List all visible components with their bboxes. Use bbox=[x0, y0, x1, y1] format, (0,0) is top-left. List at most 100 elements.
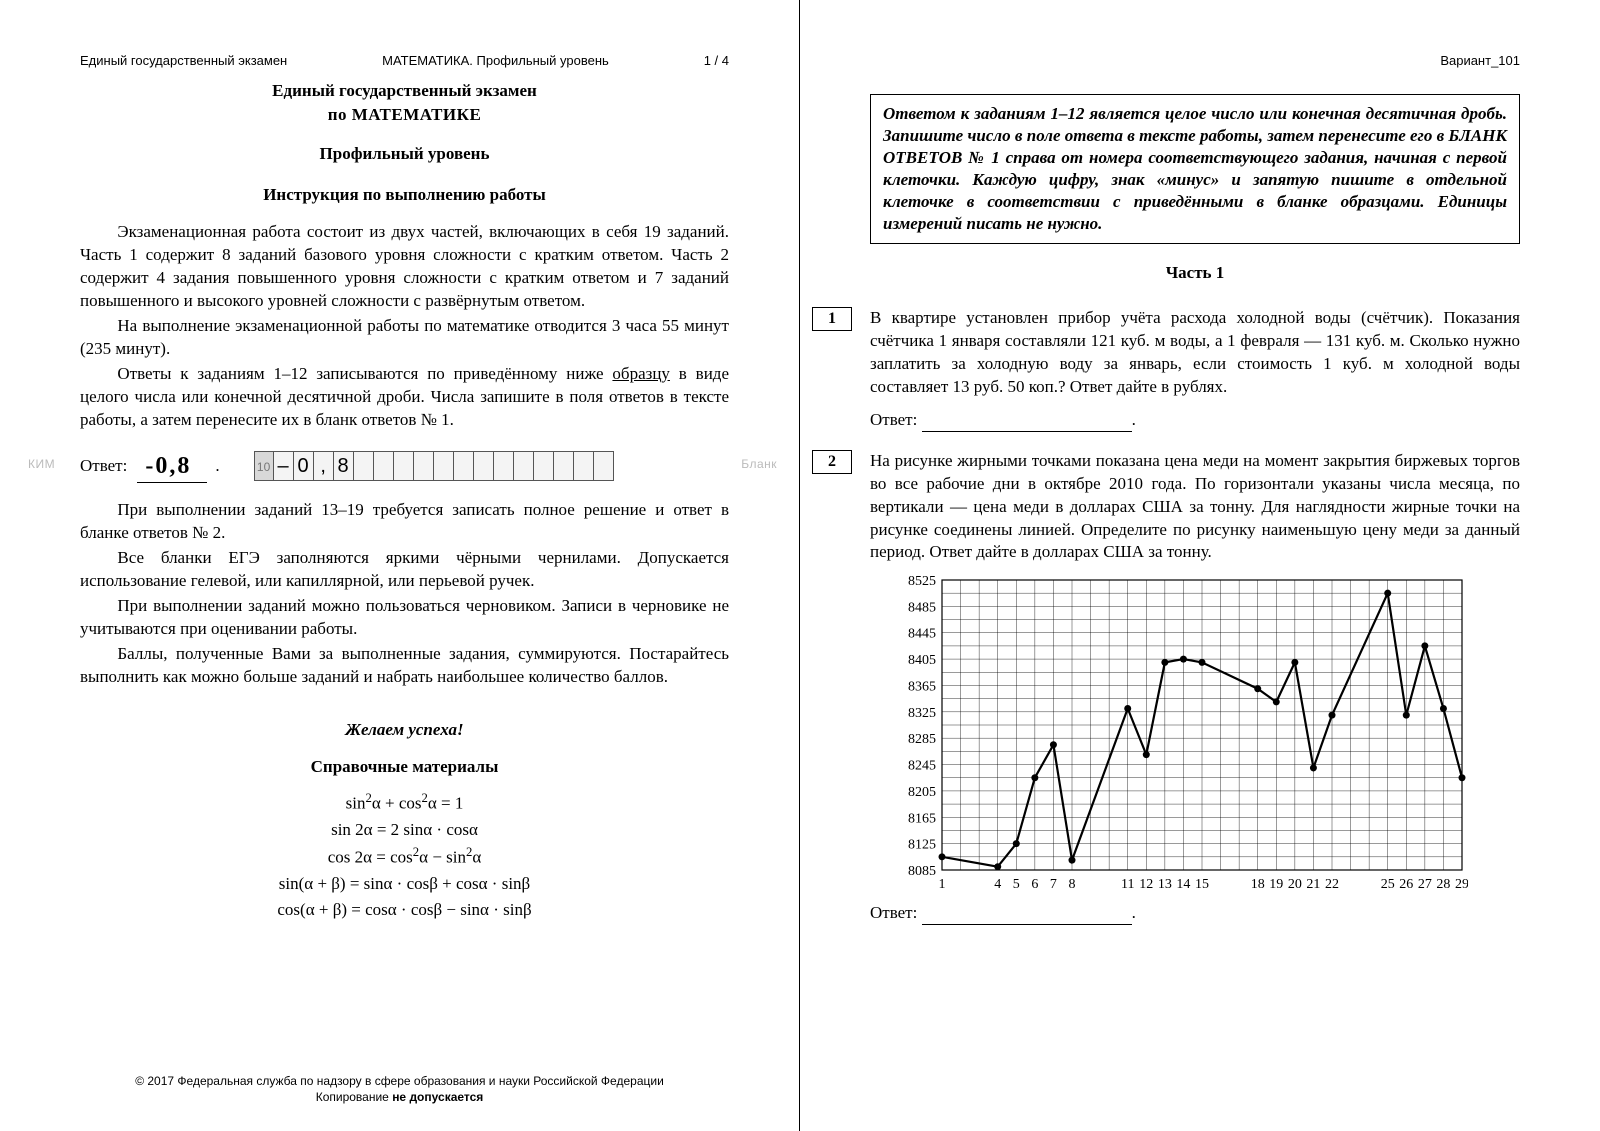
paragraph-3: Ответы к заданиям 1–12 записываются по п… bbox=[80, 363, 729, 432]
svg-text:8: 8 bbox=[1069, 877, 1076, 892]
task-1-text: В квартире установлен прибор учёта расхо… bbox=[870, 307, 1520, 399]
svg-text:21: 21 bbox=[1306, 877, 1320, 892]
cell bbox=[514, 451, 534, 481]
paragraph-6: При выполнении заданий можно пользоватьс… bbox=[80, 595, 729, 641]
svg-text:8325: 8325 bbox=[908, 706, 936, 721]
task-2-answer-line: Ответ: . bbox=[870, 902, 1520, 925]
task-2-text: На рисунке жирными точками показана цена… bbox=[870, 450, 1520, 565]
svg-text:5: 5 bbox=[1013, 877, 1020, 892]
formulas-block: sin2α + cos2α = 1 sin 2α = 2 sinα · cosα… bbox=[80, 789, 729, 924]
svg-text:13: 13 bbox=[1158, 877, 1172, 892]
answer-blank[interactable] bbox=[922, 431, 1132, 432]
answer-label: Ответ: bbox=[870, 410, 917, 429]
page-left: Единый государственный экзамен МАТЕМАТИК… bbox=[0, 0, 800, 1131]
variant-header: Вариант_101 bbox=[870, 52, 1520, 70]
task-number-box: 2 bbox=[812, 450, 852, 474]
svg-text:8445: 8445 bbox=[908, 627, 936, 642]
copper-price-chart: 8085812581658205824582858325836584058445… bbox=[894, 574, 1520, 892]
copyright-line-1: © 2017 Федеральная служба по надзору в с… bbox=[0, 1073, 799, 1089]
svg-text:26: 26 bbox=[1399, 877, 1413, 892]
svg-text:27: 27 bbox=[1418, 877, 1432, 892]
answer-blank[interactable] bbox=[922, 924, 1132, 925]
svg-text:8525: 8525 bbox=[908, 574, 936, 589]
title-line-1: Единый государственный экзамен bbox=[80, 80, 729, 103]
svg-text:14: 14 bbox=[1176, 877, 1190, 892]
wish-line: Желаем успеха! bbox=[80, 719, 729, 742]
svg-text:18: 18 bbox=[1251, 877, 1265, 892]
svg-text:6: 6 bbox=[1031, 877, 1038, 892]
cell bbox=[414, 451, 434, 481]
cell bbox=[454, 451, 474, 481]
task-1: 1 В квартире установлен прибор учёта рас… bbox=[870, 307, 1520, 432]
p3-sample-word: образцу bbox=[612, 364, 670, 383]
svg-text:8285: 8285 bbox=[908, 733, 936, 748]
title-line-2: по МАТЕМАТИКЕ bbox=[80, 104, 729, 127]
svg-text:28: 28 bbox=[1436, 877, 1450, 892]
formula-5: cos(α + β) = cosα · cosβ − sinα · sinβ bbox=[80, 897, 729, 923]
cell bbox=[434, 451, 454, 481]
svg-text:1: 1 bbox=[939, 877, 946, 892]
task-body: В квартире установлен прибор учёта расхо… bbox=[870, 307, 1520, 432]
answer-dot: . bbox=[1132, 410, 1136, 429]
svg-text:8485: 8485 bbox=[908, 601, 936, 616]
answer-sample-row: КИМ Ответ: -0,8 . 10 – 0 , 8 bbox=[80, 450, 729, 483]
cell bbox=[534, 451, 554, 481]
copyright: © 2017 Федеральная служба по надзору в с… bbox=[0, 1073, 799, 1105]
formula-3: cos 2α = cos2α − sin2α bbox=[80, 843, 729, 871]
p3-a: Ответы к заданиям 1–12 записываются по п… bbox=[117, 364, 612, 383]
svg-text:8245: 8245 bbox=[908, 759, 936, 774]
header-left: Единый государственный экзамен bbox=[80, 52, 287, 70]
header-right: 1 / 4 bbox=[704, 52, 729, 70]
title-level: Профильный уровень bbox=[80, 143, 729, 166]
svg-text:8125: 8125 bbox=[908, 838, 936, 853]
cell: 8 bbox=[334, 451, 354, 481]
cell: 0 bbox=[294, 451, 314, 481]
paragraph-2: На выполнение экзаменационной работы по … bbox=[80, 315, 729, 361]
svg-text:8365: 8365 bbox=[908, 680, 936, 695]
instructions-title: Инструкция по выполнению работы bbox=[80, 184, 729, 207]
svg-text:4: 4 bbox=[994, 877, 1001, 892]
cell: , bbox=[314, 451, 334, 481]
svg-text:20: 20 bbox=[1288, 877, 1302, 892]
cell bbox=[574, 451, 594, 481]
task-1-answer-line: Ответ: . bbox=[870, 409, 1520, 432]
cell bbox=[394, 451, 414, 481]
reference-title: Справочные материалы bbox=[80, 756, 729, 779]
kim-label: КИМ bbox=[28, 456, 55, 472]
svg-text:19: 19 bbox=[1269, 877, 1283, 892]
answer-cells: 10 – 0 , 8 bbox=[254, 451, 614, 481]
svg-text:7: 7 bbox=[1050, 877, 1057, 892]
svg-text:8405: 8405 bbox=[908, 654, 936, 669]
cell bbox=[354, 451, 374, 481]
svg-text:25: 25 bbox=[1381, 877, 1395, 892]
svg-text:12: 12 bbox=[1139, 877, 1153, 892]
blank-label: Бланк bbox=[741, 456, 777, 472]
answer-label: Ответ: bbox=[80, 455, 127, 478]
cell bbox=[474, 451, 494, 481]
copyright-2a: Копирование bbox=[316, 1090, 392, 1104]
formula-2: sin 2α = 2 sinα · cosα bbox=[80, 817, 729, 843]
paragraph-7: Баллы, полученные Вами за выполненные за… bbox=[80, 643, 729, 689]
cell bbox=[554, 451, 574, 481]
svg-text:8165: 8165 bbox=[908, 812, 936, 827]
part-1-title: Часть 1 bbox=[870, 262, 1520, 285]
cell: – bbox=[274, 451, 294, 481]
cell bbox=[594, 451, 614, 481]
task-body: На рисунке жирными точками показана цена… bbox=[870, 450, 1520, 926]
page-right: Вариант_101 Ответом к заданиям 1–12 явля… bbox=[800, 0, 1600, 1131]
svg-text:22: 22 bbox=[1325, 877, 1339, 892]
title-block: Единый государственный экзамен по МАТЕМА… bbox=[80, 80, 729, 167]
answer-handwritten: -0,8 bbox=[137, 450, 207, 483]
cell bbox=[494, 451, 514, 481]
paragraph-4: При выполнении заданий 13–19 требуется з… bbox=[80, 499, 729, 545]
header-center: МАТЕМАТИКА. Профильный уровень bbox=[382, 52, 609, 70]
page-header: Единый государственный экзамен МАТЕМАТИК… bbox=[80, 52, 729, 70]
svg-text:15: 15 bbox=[1195, 877, 1209, 892]
answer-dot: . bbox=[215, 455, 219, 478]
cell bbox=[374, 451, 394, 481]
copyright-line-2: Копирование не допускается bbox=[0, 1089, 799, 1105]
answer-instructions-box: Ответом к заданиям 1–12 является целое ч… bbox=[870, 94, 1520, 245]
answer-label: Ответ: bbox=[870, 903, 917, 922]
task-2: 2 На рисунке жирными точками показана це… bbox=[870, 450, 1520, 926]
formula-1: sin2α + cos2α = 1 bbox=[80, 789, 729, 817]
